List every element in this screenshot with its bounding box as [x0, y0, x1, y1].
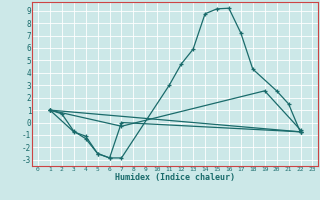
X-axis label: Humidex (Indice chaleur): Humidex (Indice chaleur) [115, 173, 235, 182]
